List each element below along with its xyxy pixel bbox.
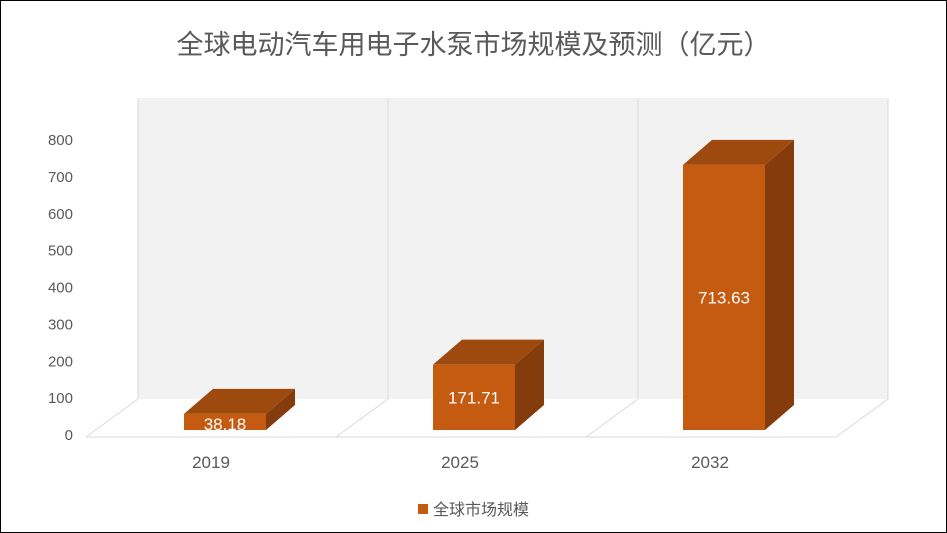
bar-front (433, 364, 515, 430)
chart-title: 全球电动汽车用电子水泵市场规模及预测（亿元） (176, 30, 771, 61)
bar-2025: 171.71 (433, 339, 544, 430)
bar-front (683, 164, 765, 430)
bar-2019: 38.18 (184, 388, 295, 434)
bar-side (266, 388, 295, 430)
bar-top (184, 388, 295, 414)
bar-top (683, 139, 794, 165)
floor-line (585, 398, 639, 438)
y-tick-label: 800 (48, 132, 73, 149)
x-tick-label: 2019 (192, 453, 230, 472)
x-axis: 2019 2025 2032 (192, 453, 729, 472)
y-tick-label: 0 (65, 427, 73, 444)
y-tick-label: 400 (48, 280, 73, 297)
bar-side (515, 339, 544, 430)
bar-top (433, 339, 544, 365)
data-label: 713.63 (698, 288, 750, 307)
y-axis: 0 100 200 300 400 500 600 700 800 (48, 132, 73, 444)
legend: 全球市场规模 (1, 496, 946, 520)
bar-2032: 713.63 (683, 139, 794, 430)
legend-label: 全球市场规模 (432, 500, 529, 519)
y-tick-label: 300 (48, 316, 73, 333)
y-tick-label: 200 (48, 353, 73, 370)
floor-line (835, 398, 889, 438)
data-label: 171.71 (448, 388, 500, 407)
bar-front (184, 413, 266, 430)
y-tick-label: 100 (48, 390, 73, 407)
floor-line (335, 398, 389, 438)
floor-line (85, 398, 139, 438)
x-tick-label: 2032 (691, 453, 729, 472)
y-tick-label: 700 (48, 169, 73, 186)
bar-side (765, 139, 794, 430)
x-tick-label: 2025 (441, 453, 479, 472)
legend-swatch (417, 504, 428, 514)
y-tick-label: 600 (48, 206, 73, 223)
data-label: 38.18 (204, 415, 247, 434)
y-tick-label: 500 (48, 243, 73, 260)
bars: 38.18 171.71 713.63 (184, 139, 794, 434)
